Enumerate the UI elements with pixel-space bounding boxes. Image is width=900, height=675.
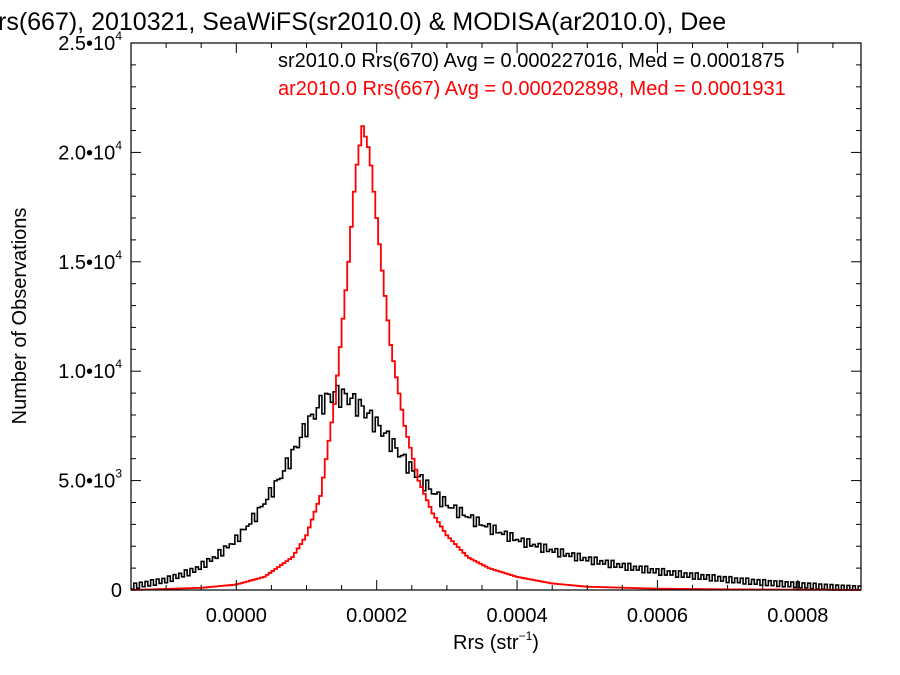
x-tick-label: 0.0008 — [767, 605, 828, 627]
x-axis-label-main: Rrs (str — [453, 632, 519, 654]
plot-frame — [130, 42, 862, 591]
y-tick-label: 2.5•104 — [58, 29, 122, 55]
y-tick-label: 1.5•104 — [58, 248, 122, 274]
chart-title: rs(667), 2010321, SeaWiFS(sr2010.0) & MO… — [0, 8, 726, 36]
x-axis-label-close: ) — [532, 632, 539, 654]
x-tick-label: 0.0002 — [346, 605, 407, 627]
legend-series-black: sr2010.0 Rrs(670) Avg = 0.000227016, Med… — [278, 50, 785, 72]
y-tick-label: 0 — [111, 580, 122, 602]
x-axis: 0.0000 0.0002 0.0004 0.0006 0.0008 — [165, 43, 834, 627]
x-tick-label: 0.0006 — [627, 605, 688, 627]
series-layer — [131, 125, 861, 591]
x-tick-label: 0.0004 — [486, 605, 547, 627]
y-tick-label: 1.0•104 — [58, 357, 122, 383]
y-axis-label: Number of Observations — [9, 208, 31, 425]
series-line-sr2010.0 — [131, 384, 861, 591]
x-tick-label: 0.0000 — [206, 605, 267, 627]
legend-series-red: ar2010.0 Rrs(667) Avg = 0.000202898, Med… — [278, 78, 786, 100]
x-axis-label: Rrs (str−1) — [453, 629, 539, 654]
x-axis-label-exponent: −1 — [519, 629, 533, 643]
y-tick-label: 5.0•103 — [58, 467, 122, 493]
y-tick-label: 2.0•104 — [58, 138, 122, 164]
y-axis: 0 5.0•103 1.0•104 1.5•104 2.0•104 2.5•104 — [58, 29, 861, 602]
series-line-ar2010.0 — [131, 125, 861, 591]
